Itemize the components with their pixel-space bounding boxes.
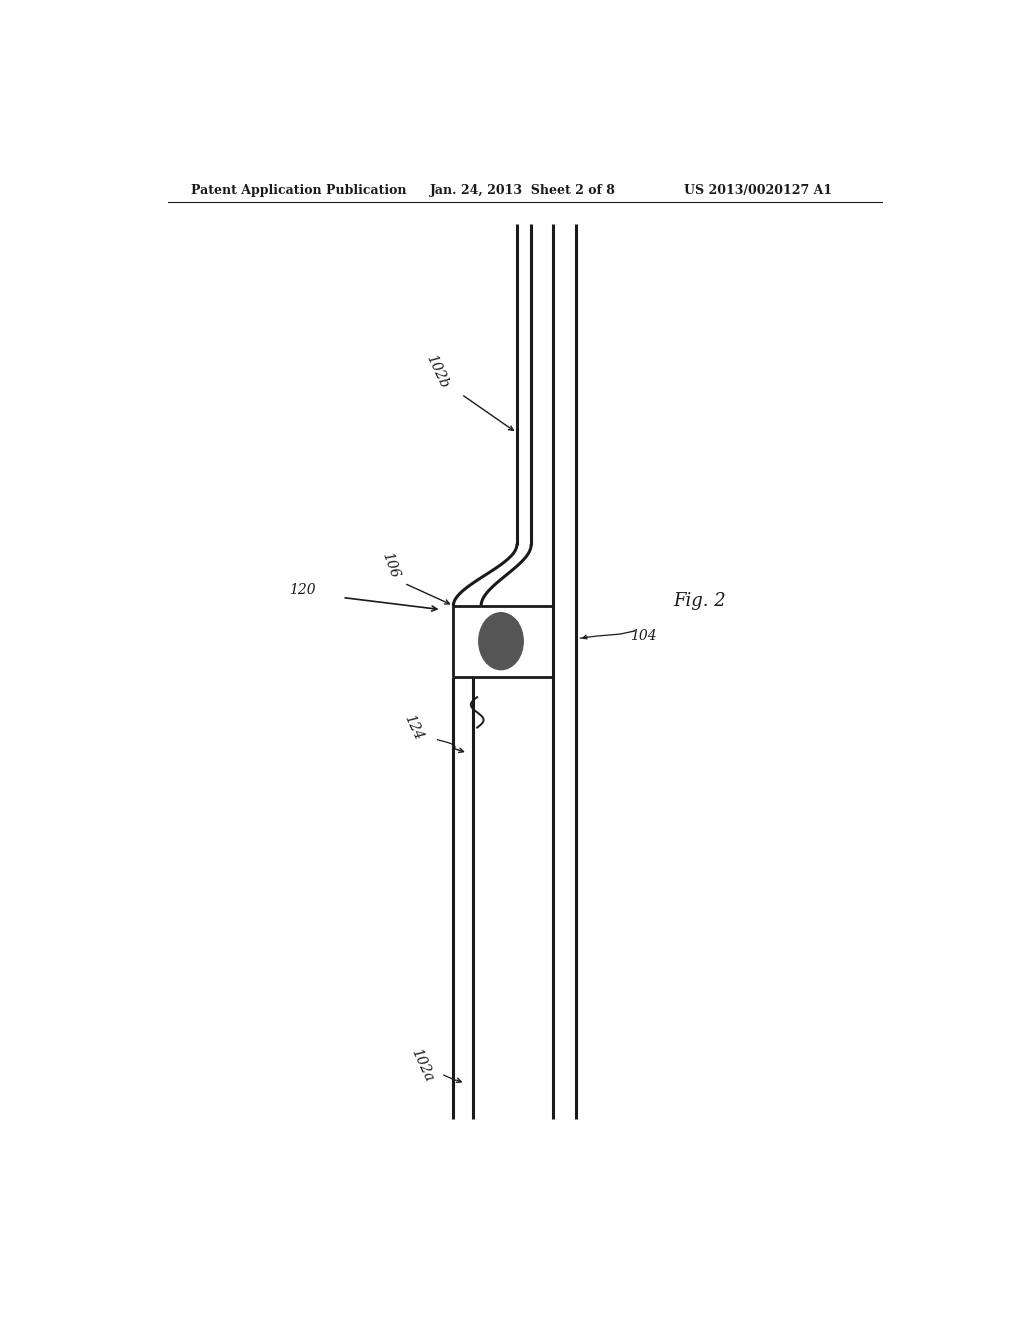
Text: Fig. 2: Fig. 2	[673, 591, 726, 610]
Text: Patent Application Publication: Patent Application Publication	[191, 185, 407, 198]
Text: 106: 106	[379, 550, 401, 579]
Text: Jan. 24, 2013  Sheet 2 of 8: Jan. 24, 2013 Sheet 2 of 8	[430, 185, 615, 198]
Text: 124: 124	[401, 713, 426, 743]
Text: US 2013/0020127 A1: US 2013/0020127 A1	[684, 185, 831, 198]
Text: 102a: 102a	[408, 1047, 435, 1084]
Text: 120: 120	[289, 583, 316, 598]
Text: 102b: 102b	[424, 352, 452, 391]
Text: 104: 104	[631, 630, 657, 643]
Circle shape	[479, 612, 523, 669]
